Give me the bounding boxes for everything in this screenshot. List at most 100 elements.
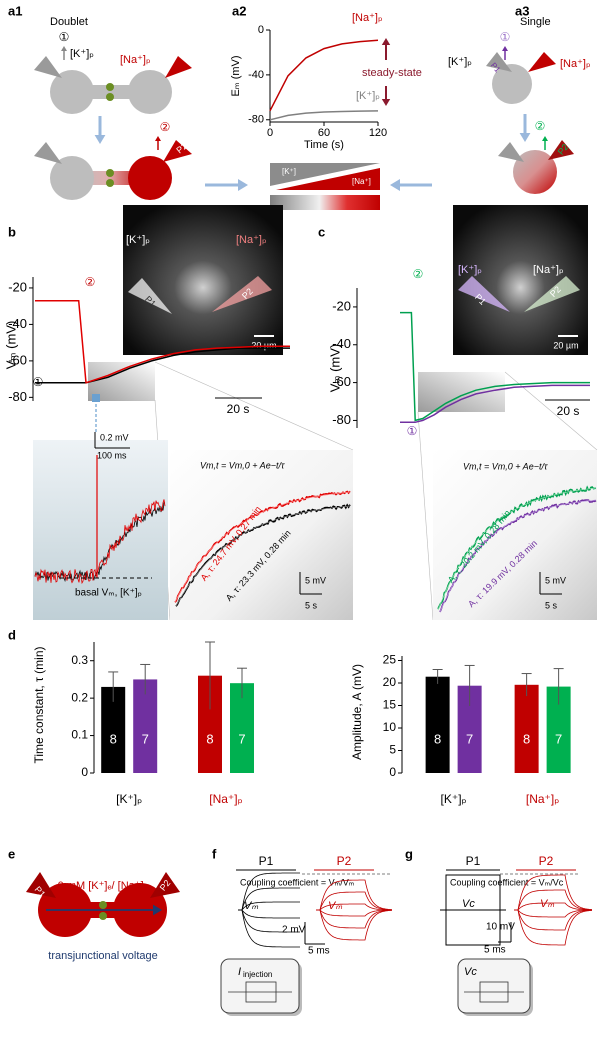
waveform [479,981,509,1003]
y-tick-label: -60 [8,352,27,367]
panel-title: Single [520,16,551,28]
label: [Na⁺]ₚ [560,58,591,70]
inset-trace [34,502,166,583]
y-tick-label: 25 [383,653,397,667]
step-marker: ① [407,424,418,438]
arrow-head [153,904,162,916]
coupling-trace [316,903,392,911]
n-label: 8 [206,731,213,746]
label: [K⁺]ₚ [126,234,150,246]
panel-label: e [8,846,15,861]
zoom-trace [174,491,351,603]
step-marker: ① [59,30,70,44]
x-tick-label: 0 [267,127,273,139]
n-label: 7 [238,731,245,746]
series-label: [Na⁺]ₚ [352,12,383,24]
y-tick-label: 0 [81,765,88,779]
zoom-marker [92,394,100,402]
coupling-trace [238,909,300,948]
y-axis-title: Vₘ (mV) [327,344,342,393]
arrow-head [390,179,400,191]
series-line [269,39,379,112]
gap-junction [106,93,114,101]
cell [128,70,172,114]
waveform [245,981,277,1003]
y-axis-title: Amplitude, A (mV) [350,664,364,760]
label: 5 ms [308,946,330,957]
label: basal Vₘ, [K⁺]ₚ [75,588,142,599]
zoom-trace [175,503,351,607]
label: 5 ms [484,945,506,956]
gradient-triangle [276,168,380,190]
cell [128,156,172,200]
label: 5 s [545,600,558,610]
label: I [238,966,241,978]
step-marker: ② [535,119,546,133]
pipette [498,142,524,162]
pipette [548,140,574,160]
n-label: 8 [110,731,117,746]
cell [50,156,94,200]
label: Vₘ [540,898,554,910]
annotation: steady-state [362,67,422,79]
label: transjunctional voltage [48,950,157,962]
step-marker: ② [85,275,96,289]
y-tick-label: 0 [389,765,396,779]
gradient-triangle [270,163,380,186]
y-tick-label: 20 [383,675,397,689]
label: 5 s [305,600,318,610]
zoom-trace [175,505,351,607]
label: 20 µm [553,340,578,350]
cell [50,70,94,114]
x-tick-label: 120 [369,127,387,139]
coupling-trace [238,909,300,933]
group-label: [K⁺]ₚ [116,792,142,806]
coupling-trace [316,891,392,911]
bar [133,679,158,773]
pipette [34,56,62,78]
pipette [34,142,62,164]
label: 100 ms [97,450,127,460]
gap-junction [99,912,107,920]
label: P1 [259,854,274,868]
label: Vm,t = Vm,0 + Ae−t/τ [200,460,285,470]
bar [425,676,450,773]
coupling-trace [316,909,392,917]
n-label: 7 [555,731,562,746]
series-line [400,384,590,424]
x-axis-title: Time (s) [304,139,344,151]
label: 20 µm [251,340,276,350]
coupling-trace [238,872,300,911]
group-label: [K⁺]ₚ [441,792,467,806]
inset-trace [34,499,166,585]
label: [Na⁺]ₚ [236,234,267,246]
gap-junction [106,179,114,187]
zoom-trace [437,487,597,611]
label: 5 mV [545,575,566,585]
y-tick-label: -20 [8,279,27,294]
coupling-trace [514,909,593,946]
zoom-inset [433,450,597,620]
arrow-head [502,46,508,51]
pipette [528,52,556,72]
command-box [457,958,531,1014]
bar [514,684,539,773]
zoom-guide [417,411,434,621]
y-tick-label: -20 [332,298,351,313]
zoom-guide [504,371,598,451]
label: 5 mV [305,575,326,585]
group-label: [Na⁺]ₚ [526,792,559,806]
panel-title: Doublet [50,16,88,28]
coupling-trace [238,901,300,911]
arrow-head [238,179,248,191]
zoom-inset [170,450,353,620]
coupling-trace [514,874,593,911]
pipette [163,140,192,162]
y-tick-label: -40 [8,316,27,331]
label: 20 s [227,402,250,416]
step-marker: ① [500,30,511,44]
panel-label: a1 [8,3,22,18]
y-axis-title: Time constant, τ (min) [32,647,46,764]
label: Vₘ [328,900,342,912]
zoom-guide [154,361,354,451]
